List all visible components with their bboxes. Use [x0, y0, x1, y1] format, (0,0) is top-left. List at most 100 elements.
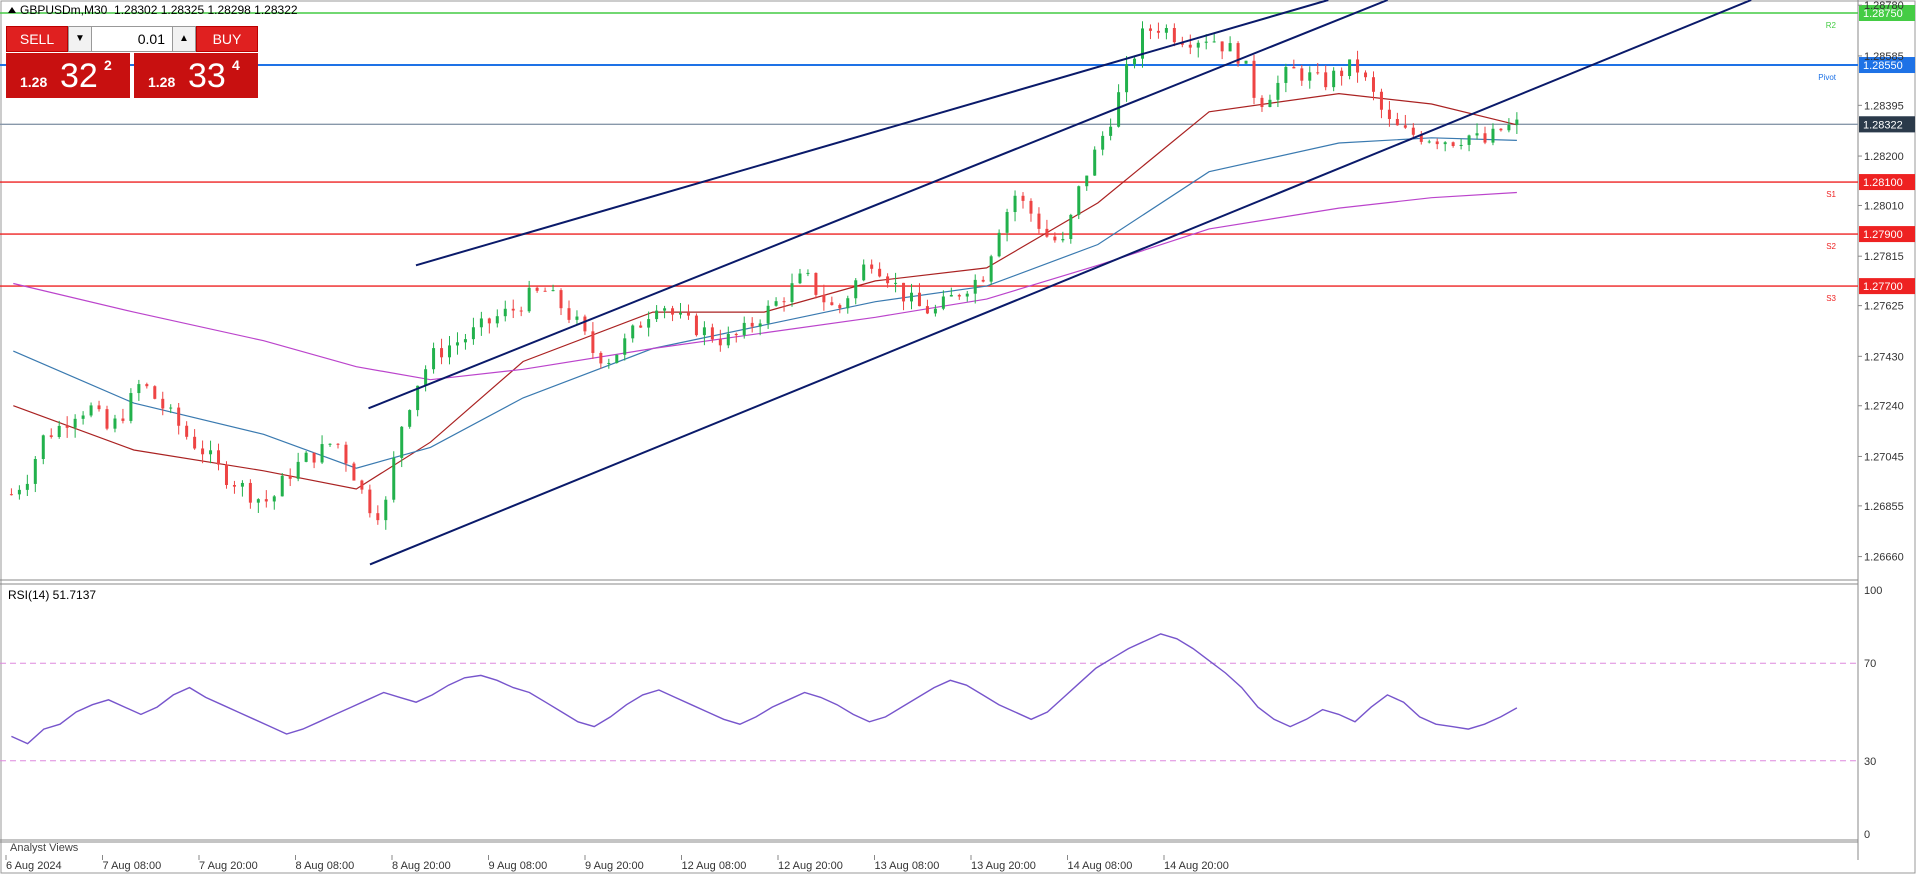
candle-body: [9, 494, 13, 496]
lot-size-input[interactable]: [93, 29, 171, 49]
candle-body: [240, 482, 244, 487]
candle-body: [1364, 72, 1368, 78]
candle-body: [559, 290, 563, 309]
candle-body: [49, 435, 53, 437]
price-tick-label: 1.27625: [1864, 301, 1904, 313]
candle-body: [647, 319, 651, 328]
candle-body: [774, 301, 778, 306]
candle-body: [288, 475, 292, 479]
candle-body: [599, 352, 603, 364]
candle-body: [965, 293, 969, 297]
channel-lower-line: [369, 0, 1752, 566]
candle-body: [416, 385, 420, 411]
candlesticks: [9, 21, 1519, 530]
candle-body: [1451, 142, 1455, 147]
level-label: R2: [1826, 21, 1837, 30]
candle-body: [1491, 128, 1495, 143]
candle-body: [89, 405, 93, 416]
lot-size-control: ▼ ▲: [68, 26, 196, 52]
candle-body: [750, 322, 754, 327]
lot-decrease-icon[interactable]: ▼: [69, 27, 92, 51]
candle-body: [368, 489, 372, 514]
candle-body: [1212, 41, 1216, 43]
candle-body: [1005, 212, 1009, 233]
candle-body: [272, 496, 276, 502]
price-tick-label: 1.27430: [1864, 351, 1904, 363]
candle-body: [1459, 144, 1463, 147]
price-tag-text: 1.28750: [1863, 8, 1903, 20]
candle-body: [941, 296, 945, 309]
price-tick-label: 1.27045: [1864, 451, 1904, 463]
candle-body: [113, 418, 117, 429]
candle-body: [1443, 142, 1447, 145]
candle-body: [1300, 68, 1304, 81]
price-tick-label: 1.27240: [1864, 401, 1904, 413]
candle-body: [129, 393, 133, 421]
price-tick-label: 1.28395: [1864, 100, 1904, 112]
candle-body: [1196, 42, 1200, 48]
candle-body: [463, 339, 467, 343]
trend-channel[interactable]: [368, 0, 1752, 566]
candle-body: [838, 305, 842, 309]
candle-body: [41, 435, 45, 460]
time-tick-label: 7 Aug 20:00: [199, 860, 258, 872]
candle-body: [846, 298, 850, 309]
candle-body: [344, 444, 348, 464]
candle-body: [392, 457, 396, 500]
candle-body: [1475, 133, 1479, 136]
candle-body: [264, 499, 268, 502]
candle-body: [702, 327, 706, 336]
rsi-line: [11, 633, 1518, 745]
time-tick-label: 9 Aug 20:00: [585, 860, 644, 872]
candle-body: [57, 425, 61, 437]
price-tick-label: 1.28200: [1864, 151, 1904, 163]
symbol-timeframe: GBPUSDm,M30: [20, 3, 108, 17]
rsi-tick-label: 30: [1864, 756, 1876, 768]
time-tick-label: 8 Aug 08:00: [296, 860, 355, 872]
level-label: S3: [1826, 294, 1836, 303]
candle-body: [105, 409, 109, 429]
candle-body: [718, 339, 722, 346]
candle-body: [495, 316, 499, 324]
price-tag-text: 1.27900: [1863, 229, 1903, 241]
channel-middle-line: [368, 0, 1389, 410]
candle-body: [161, 398, 165, 409]
candle-body: [726, 333, 730, 346]
candle-body: [201, 448, 205, 455]
time-tick-label: 8 Aug 20:00: [392, 860, 451, 872]
ohlc-values: 1.28302 1.28325 1.28298 1.28322: [114, 3, 298, 17]
sell-price-fraction: 2: [104, 57, 112, 73]
candle-body: [1411, 127, 1415, 135]
candle-body: [169, 407, 173, 409]
candle-body: [734, 333, 738, 336]
time-axis: 6 Aug 2024 7 Aug 08:00 7 Aug 20:00 8 Aug 08…: [5, 855, 1229, 872]
candle-body: [1467, 135, 1471, 145]
candle-body: [1101, 135, 1105, 150]
candle-body: [686, 312, 690, 316]
candle-body: [806, 272, 810, 274]
candle-body: [248, 482, 252, 503]
price-tag: [1859, 278, 1915, 295]
lot-increase-icon[interactable]: ▲: [172, 27, 195, 51]
buy-price-fraction: 4: [232, 57, 240, 73]
candle-body: [902, 282, 906, 302]
candle-body: [870, 264, 874, 269]
candle-body: [1204, 41, 1208, 43]
candle-body: [1499, 128, 1503, 131]
buy-button[interactable]: BUY: [196, 26, 258, 52]
candle-body: [1252, 60, 1256, 98]
collapse-triangle-icon[interactable]: [8, 7, 16, 13]
candle-body: [1013, 195, 1017, 213]
sell-button[interactable]: SELL: [6, 26, 68, 52]
candle-body: [1387, 109, 1391, 120]
candle-body: [1133, 58, 1137, 65]
candle-body: [455, 342, 459, 346]
sell-quote[interactable]: 1.28 32 2: [6, 53, 130, 98]
candle-body: [790, 283, 794, 303]
candle-body: [655, 310, 659, 320]
price-tick-label: 1.28780: [1864, 0, 1904, 12]
buy-quote[interactable]: 1.28 33 4: [134, 53, 258, 98]
candle-body: [742, 322, 746, 336]
